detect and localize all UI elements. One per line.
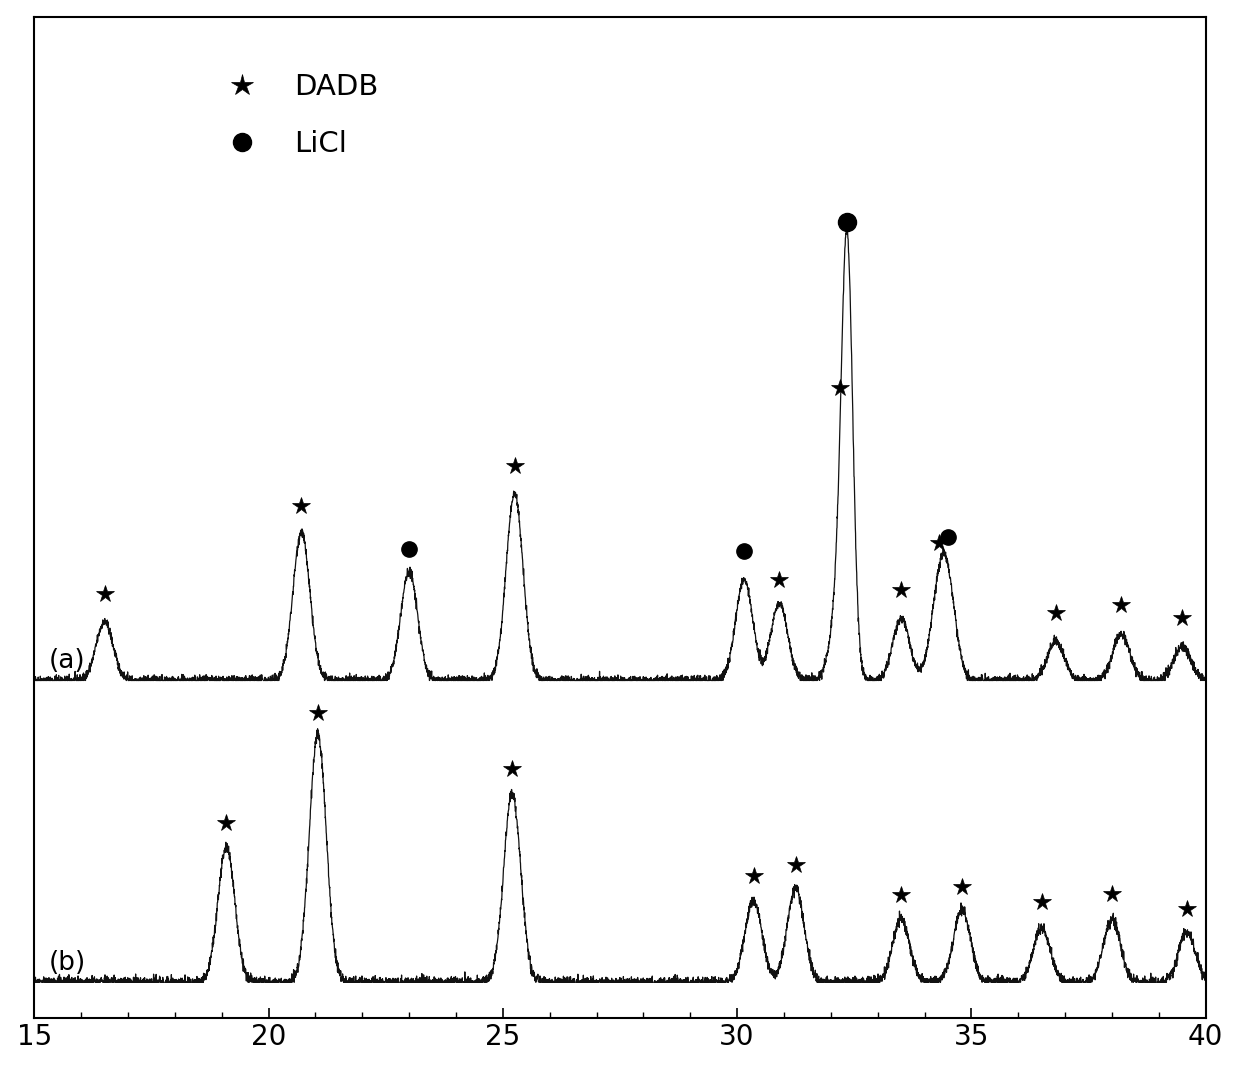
Text: (b): (b) [48, 951, 86, 976]
Text: (a): (a) [48, 648, 86, 675]
Legend: DADB, LiCl: DADB, LiCl [201, 61, 391, 170]
